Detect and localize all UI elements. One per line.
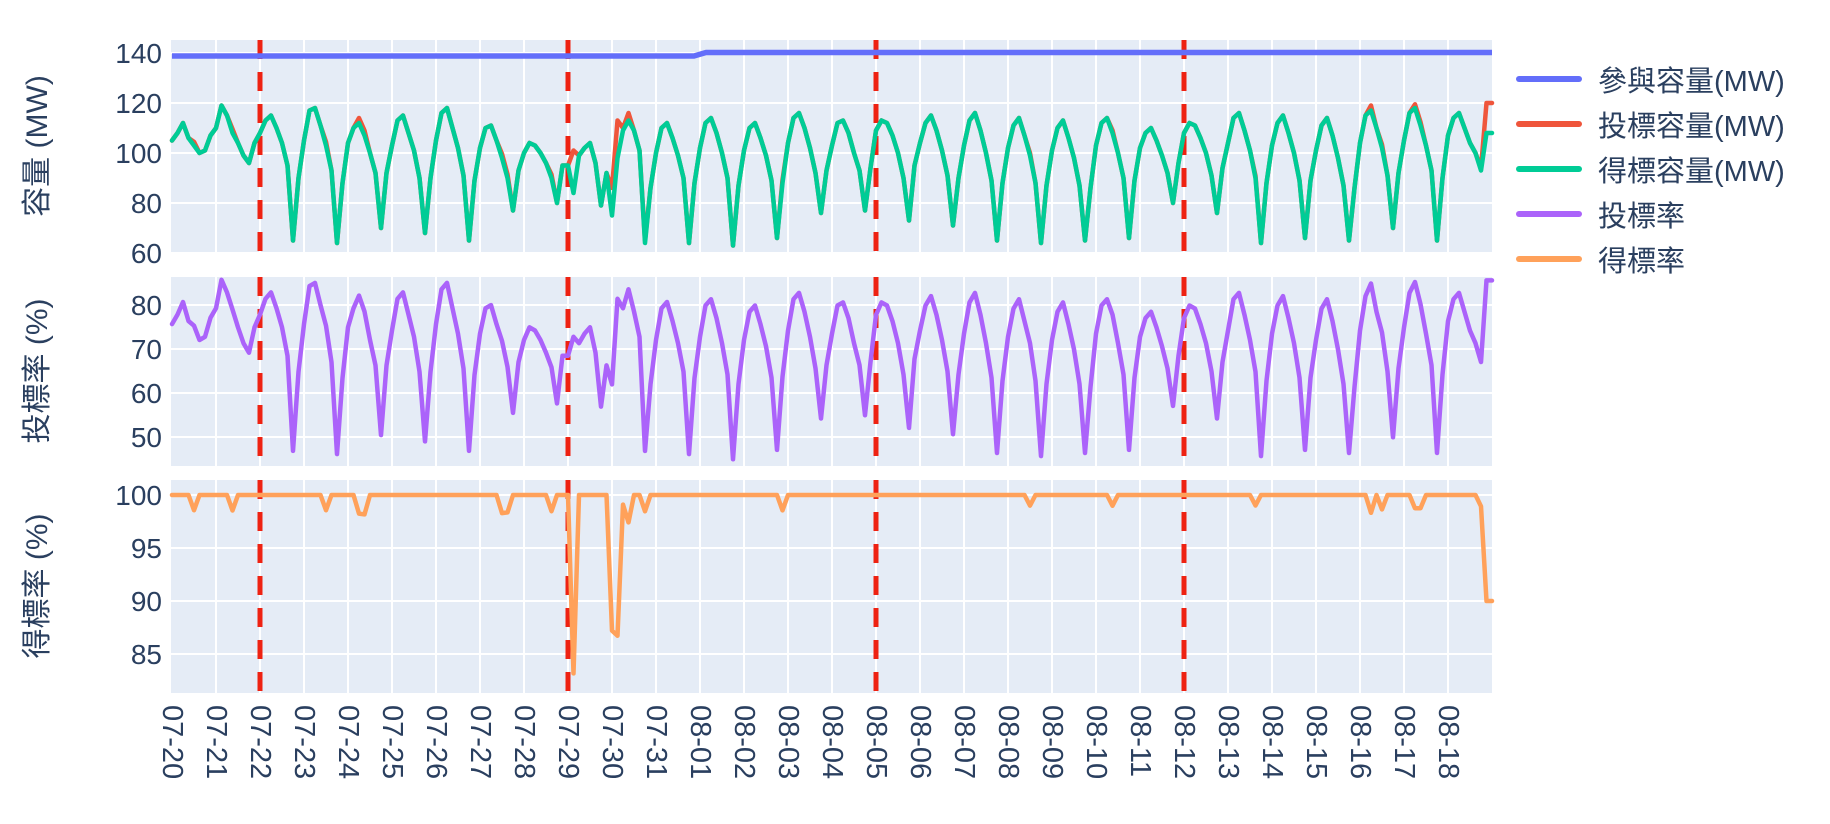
x-tick-label: 07-24 — [332, 705, 364, 779]
svg-text:08-17: 08-17 — [1388, 705, 1420, 779]
x-tick-label: 08-07 — [948, 705, 980, 779]
svg-text:07-21: 07-21 — [200, 705, 232, 779]
legend: 參與容量(MW) 投標容量(MW) 得標容量(MW) 投標率 得標率 — [1516, 56, 1785, 281]
x-tick-label: 07-22 — [244, 705, 276, 779]
svg-text:08-02: 08-02 — [728, 705, 760, 779]
svg-text:08-08: 08-08 — [992, 705, 1024, 779]
x-tick-label: 08-03 — [772, 705, 804, 779]
svg-text:07-23: 07-23 — [288, 705, 320, 779]
x-tick-label: 07-26 — [420, 705, 452, 779]
x-tick-label: 07-30 — [596, 705, 628, 779]
legend-label: 參與容量(MW) — [1598, 65, 1785, 98]
x-tick-label: 08-11 — [1124, 705, 1156, 777]
svg-text:08-13: 08-13 — [1212, 705, 1244, 779]
y-tick-label: 80 — [131, 290, 162, 321]
y-axis-title-award-rate: 得標率 (%) — [21, 513, 54, 659]
x-tick-label: 07-20 — [156, 705, 188, 779]
y-tick-label: 140 — [115, 38, 162, 69]
y-tick-label: 95 — [131, 533, 162, 564]
svg-text:08-03: 08-03 — [772, 705, 804, 779]
y-tick-label: 85 — [131, 639, 162, 670]
svg-text:08-15: 08-15 — [1300, 705, 1332, 779]
x-tick-label: 08-04 — [816, 705, 848, 779]
x-tick-label: 08-01 — [684, 705, 716, 779]
legend-item-bid-rate[interactable]: 投標率 — [1516, 191, 1785, 236]
x-tick-label: 08-06 — [904, 705, 936, 779]
svg-text:08-16: 08-16 — [1344, 705, 1376, 779]
svg-text:08-04: 08-04 — [816, 705, 848, 779]
svg-text:08-18: 08-18 — [1432, 705, 1464, 779]
y-tick-label: 60 — [131, 238, 162, 269]
svg-text:07-27: 07-27 — [464, 705, 496, 779]
svg-text:08-01: 08-01 — [684, 705, 716, 779]
svg-text:08-11: 08-11 — [1124, 705, 1156, 777]
legend-item-bid-capacity[interactable]: 投標容量(MW) — [1516, 101, 1785, 146]
x-tick-label: 08-02 — [728, 705, 760, 779]
x-tick-label: 07-27 — [464, 705, 496, 779]
svg-text:08-14: 08-14 — [1256, 705, 1288, 779]
svg-text:08-05: 08-05 — [860, 705, 892, 779]
legend-item-awarded-capacity[interactable]: 得標容量(MW) — [1516, 146, 1785, 191]
legend-swatch-participation-capacity — [1516, 75, 1582, 82]
x-tick-label: 08-12 — [1168, 705, 1200, 779]
svg-text:08-07: 08-07 — [948, 705, 980, 779]
svg-text:07-24: 07-24 — [332, 705, 364, 779]
x-tick-label: 08-15 — [1300, 705, 1332, 779]
svg-text:08-10: 08-10 — [1080, 705, 1112, 779]
x-tick-label: 08-13 — [1212, 705, 1244, 779]
y-tick-label: 50 — [131, 422, 162, 453]
series-participation-capacity-line[interactable] — [172, 49, 1492, 59]
series-awarded-capacity-line[interactable] — [169, 103, 1495, 248]
x-tick-label: 08-09 — [1036, 705, 1068, 779]
x-tick-label: 07-23 — [288, 705, 320, 779]
svg-text:07-30: 07-30 — [596, 705, 628, 779]
y-axis-title-capacity: 容量 (MW) — [21, 75, 54, 217]
y-tick-label: 120 — [115, 88, 162, 119]
legend-swatch-awarded-capacity — [1516, 165, 1582, 172]
legend-label: 投標容量(MW) — [1598, 110, 1785, 143]
y-tick-label: 100 — [115, 138, 162, 169]
svg-text:07-28: 07-28 — [508, 705, 540, 779]
y-tick-label: 70 — [131, 334, 162, 365]
legend-item-participation-capacity[interactable]: 參與容量(MW) — [1516, 56, 1785, 101]
legend-swatch-award-rate — [1516, 255, 1582, 262]
svg-text:08-06: 08-06 — [904, 705, 936, 779]
svg-text:07-20: 07-20 — [156, 705, 188, 779]
y-tick-label: 100 — [115, 480, 162, 511]
x-tick-label: 08-08 — [992, 705, 1024, 779]
x-tick-label: 08-18 — [1432, 705, 1464, 779]
svg-text:08-12: 08-12 — [1168, 705, 1200, 779]
series-award-rate-line[interactable] — [169, 492, 1495, 676]
svg-text:07-31: 07-31 — [640, 705, 672, 779]
y-tick-label: 90 — [131, 586, 162, 617]
svg-text:07-25: 07-25 — [376, 705, 408, 779]
y-tick-label: 60 — [131, 378, 162, 409]
x-tick-label: 08-05 — [860, 705, 892, 779]
legend-swatch-bid-capacity — [1516, 120, 1582, 127]
y-axis-title-bid-rate: 投標率 (%) — [21, 298, 54, 444]
x-tick-label: 07-29 — [552, 705, 584, 779]
legend-label: 得標率 — [1598, 245, 1686, 278]
legend-label: 得標容量(MW) — [1598, 155, 1785, 188]
x-tick-label: 07-25 — [376, 705, 408, 779]
svg-text:07-26: 07-26 — [420, 705, 452, 779]
legend-swatch-bid-rate — [1516, 210, 1582, 217]
x-tick-label: 07-31 — [640, 705, 672, 779]
x-tick-label: 08-14 — [1256, 705, 1288, 779]
legend-label: 投標率 — [1598, 200, 1686, 233]
legend-item-award-rate[interactable]: 得標率 — [1516, 236, 1785, 281]
svg-text:07-22: 07-22 — [244, 705, 276, 779]
x-tick-label: 08-16 — [1344, 705, 1376, 779]
svg-text:07-29: 07-29 — [552, 705, 584, 779]
x-tick-label: 08-17 — [1388, 705, 1420, 779]
series-bid-rate-line[interactable] — [169, 277, 1495, 462]
svg-text:08-09: 08-09 — [1036, 705, 1068, 779]
x-tick-label: 07-21 — [200, 705, 232, 779]
x-tick-label: 08-10 — [1080, 705, 1112, 779]
x-tick-label: 07-28 — [508, 705, 540, 779]
y-tick-label: 80 — [131, 188, 162, 219]
